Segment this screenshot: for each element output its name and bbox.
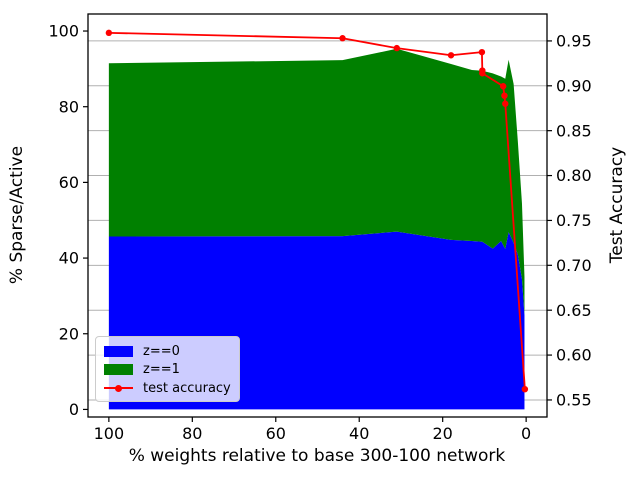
legend-line-marker (115, 384, 122, 392)
accuracy-marker (393, 44, 400, 52)
y-axis-label-left: % Sparse/Active (7, 146, 27, 284)
legend-label-test-accuracy: test accuracy (143, 380, 231, 396)
accuracy-marker (478, 48, 486, 56)
x-axis-label: % weights relative to base 300-100 netwo… (129, 446, 506, 466)
y-right-tick-label: 0.80 (556, 166, 592, 185)
y-right-tick-label: 0.95 (556, 32, 592, 51)
y-left-tick-label: 60 (59, 173, 79, 192)
x-tick-label: 0 (521, 424, 531, 443)
legend-item-z0: z==0 (104, 344, 231, 358)
accuracy-marker (501, 92, 508, 99)
x-tick-label: 60 (266, 424, 286, 443)
y-left-tick-label: 20 (59, 324, 79, 343)
y-left-tick-label: 0 (69, 400, 79, 419)
y-left-tick-label: 100 (48, 22, 79, 41)
legend-swatch-z0 (104, 345, 133, 357)
area-z1 (108, 48, 525, 315)
legend-swatch-z1 (104, 364, 133, 375)
accuracy-marker (479, 70, 486, 77)
legend-item-z1: z==1 (104, 363, 231, 377)
y-right-tick-label: 0.70 (556, 256, 592, 275)
y-right-tick-label: 0.90 (556, 76, 592, 95)
x-tick-label: 80 (182, 424, 202, 443)
accuracy-marker (105, 29, 113, 37)
x-tick-label: 100 (94, 424, 125, 443)
y-right-tick-label: 0.65 (556, 301, 592, 320)
legend-line-sample-icon (104, 383, 133, 394)
y-right-tick-label: 0.60 (556, 346, 592, 365)
legend-label-z1: z==1 (143, 362, 180, 377)
y-left-tick-label: 40 (59, 249, 79, 268)
plot-border (87, 13, 548, 418)
y-right-tick-label: 0.85 (556, 121, 592, 140)
y-left-tick-label: 80 (59, 97, 79, 116)
y-right-tick-label: 0.55 (556, 391, 592, 410)
x-tick-label: 20 (433, 424, 453, 443)
legend-item-test-accuracy: test accuracy (104, 381, 231, 395)
y-right-tick-label: 0.75 (556, 211, 592, 230)
legend: z==0 z==1 test accuracy (95, 336, 240, 402)
accuracy-marker (339, 35, 346, 42)
legend-label-z0: z==0 (143, 343, 180, 359)
accuracy-marker (499, 83, 507, 90)
accuracy-marker (521, 385, 529, 393)
accuracy-marker (447, 52, 455, 59)
x-tick-label: 40 (349, 424, 369, 443)
accuracy-marker (502, 100, 509, 107)
y-axis-label-right: Test Accuracy (607, 147, 627, 265)
